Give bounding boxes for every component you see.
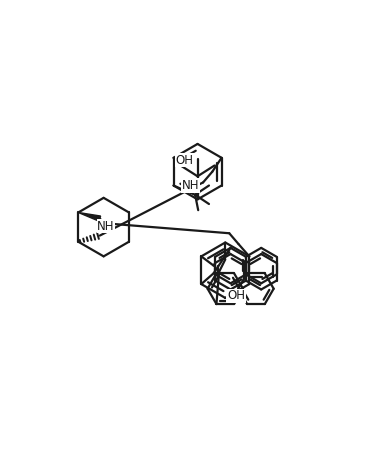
Polygon shape <box>78 212 101 221</box>
Text: NH: NH <box>182 179 200 192</box>
Text: OH: OH <box>227 289 245 302</box>
Text: NH: NH <box>97 220 115 233</box>
Text: OH: OH <box>176 154 193 167</box>
